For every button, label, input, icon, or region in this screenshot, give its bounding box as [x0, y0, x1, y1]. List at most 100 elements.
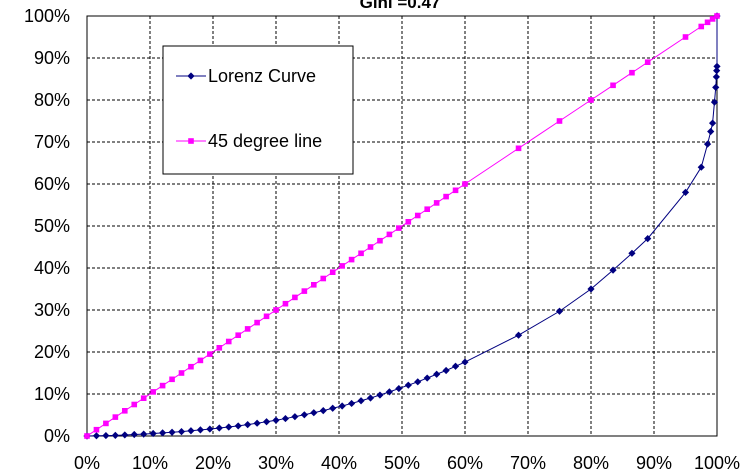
- data-point-lorenz-curve: [555, 307, 564, 315]
- y-tick-label: 50%: [34, 216, 70, 236]
- x-tick-label: 40%: [321, 453, 357, 473]
- data-point-45-degree-line: [515, 145, 522, 152]
- data-point-45-degree-line: [244, 326, 251, 332]
- data-point-lorenz-curve: [710, 98, 719, 106]
- legend-label: Lorenz Curve: [208, 66, 316, 86]
- data-point-45-degree-line: [424, 206, 430, 212]
- data-point-45-degree-line: [714, 13, 720, 19]
- data-point-45-degree-line: [292, 294, 298, 301]
- data-point-lorenz-curve: [149, 429, 157, 438]
- data-point-45-degree-line: [556, 118, 563, 124]
- data-point-45-degree-line: [197, 357, 204, 364]
- legend-box: [162, 45, 354, 175]
- data-point-lorenz-curve: [376, 391, 384, 399]
- data-point-45-degree-line: [207, 351, 213, 357]
- y-tick-label: 30%: [34, 300, 70, 320]
- data-point-lorenz-curve: [121, 431, 129, 439]
- data-point-45-degree-line: [698, 23, 705, 30]
- series-line-lorenz-curve: [86, 16, 718, 437]
- data-point-lorenz-curve: [159, 429, 167, 437]
- data-point-45-degree-line: [112, 414, 119, 420]
- data-point-lorenz-curve: [707, 127, 715, 136]
- data-point-lorenz-curve: [291, 413, 299, 421]
- data-point-lorenz-curve: [234, 422, 242, 430]
- x-tick-label: 10%: [132, 453, 168, 473]
- data-point-45-degree-line: [367, 244, 374, 250]
- data-point-45-degree-line: [682, 34, 689, 40]
- y-tick-label: 80%: [34, 90, 70, 110]
- data-point-lorenz-curve: [130, 430, 138, 439]
- y-axis-ticks: 0% 10% 20% 30% 40% 50% 60% 70% 80% 90% 100%: [24, 6, 70, 446]
- legend-item-lorenz-curve: Lorenz Curve: [176, 66, 316, 86]
- data-point-lorenz-curve: [338, 402, 346, 410]
- data-point-45-degree-line: [329, 269, 336, 275]
- x-tick-label: 80%: [573, 453, 609, 473]
- legend-swatch-marker: [188, 138, 194, 144]
- data-point-lorenz-curve: [177, 427, 186, 436]
- data-point-45-degree-line: [140, 395, 147, 401]
- data-point-lorenz-curve: [644, 235, 652, 243]
- x-tick-label: 70%: [510, 453, 546, 473]
- data-point-45-degree-line: [103, 420, 109, 427]
- data-point-45-degree-line: [339, 263, 345, 269]
- data-point-lorenz-curve: [140, 430, 148, 438]
- y-tick-label: 0%: [44, 426, 70, 446]
- data-point-lorenz-curve: [262, 418, 271, 426]
- data-point-lorenz-curve: [187, 427, 195, 435]
- data-point-lorenz-curve: [703, 140, 712, 148]
- data-point-lorenz-curve: [366, 394, 375, 402]
- data-point-lorenz-curve: [357, 397, 365, 405]
- data-point-lorenz-curve: [329, 404, 337, 412]
- data-point-45-degree-line: [188, 363, 194, 370]
- data-point-45-degree-line: [348, 256, 355, 263]
- data-point-lorenz-curve: [395, 384, 403, 393]
- data-point-lorenz-curve: [423, 374, 431, 382]
- data-point-lorenz-curve: [196, 426, 204, 434]
- series-lorenz-curve: [83, 12, 721, 440]
- data-point-lorenz-curve: [111, 431, 119, 439]
- data-point-45-degree-line: [131, 401, 138, 408]
- y-tick-label: 20%: [34, 342, 70, 362]
- x-tick-label: 0%: [74, 453, 100, 473]
- data-point-lorenz-curve: [244, 421, 252, 429]
- data-point-45-degree-line: [433, 200, 440, 206]
- x-tick-label: 20%: [195, 453, 231, 473]
- data-point-lorenz-curve: [713, 62, 721, 70]
- data-point-45-degree-line: [709, 16, 716, 22]
- data-point-lorenz-curve: [712, 83, 720, 91]
- data-point-45-degree-line: [462, 181, 468, 187]
- data-point-lorenz-curve: [272, 416, 280, 424]
- data-point-45-degree-line: [377, 237, 383, 244]
- data-point-lorenz-curve: [712, 73, 720, 81]
- data-point-45-degree-line: [254, 319, 260, 326]
- data-point-45-degree-line: [273, 307, 279, 313]
- data-point-lorenz-curve: [461, 358, 469, 366]
- data-point-lorenz-curve: [225, 423, 233, 431]
- data-point-lorenz-curve: [442, 366, 450, 375]
- legend-swatch-marker: [187, 72, 195, 80]
- data-point-lorenz-curve: [281, 414, 290, 423]
- legend-label: 45 degree line: [208, 131, 322, 151]
- data-point-45-degree-line: [588, 97, 594, 103]
- data-point-45-degree-line: [263, 313, 270, 320]
- data-point-45-degree-line: [644, 59, 651, 65]
- data-point-45-degree-line: [169, 376, 175, 383]
- data-point-lorenz-curve: [253, 419, 261, 427]
- data-point-lorenz-curve: [404, 381, 412, 389]
- data-point-45-degree-line: [320, 275, 327, 282]
- grid: [87, 16, 717, 436]
- y-tick-label: 10%: [34, 384, 70, 404]
- data-point-lorenz-curve: [300, 411, 308, 419]
- x-tick-label: 60%: [447, 453, 483, 473]
- data-point-lorenz-curve: [609, 266, 617, 274]
- data-point-lorenz-curve: [681, 188, 690, 196]
- data-point-45-degree-line: [405, 219, 412, 225]
- data-point-lorenz-curve: [92, 432, 101, 440]
- x-tick-label: 90%: [636, 453, 672, 473]
- data-point-45-degree-line: [216, 345, 223, 351]
- x-axis-ticks: 0% 10% 20% 30% 40% 50% 60% 70% 80% 90% 100%: [74, 453, 740, 473]
- data-point-45-degree-line: [443, 193, 449, 200]
- x-tick-label: 100%: [694, 453, 740, 473]
- data-point-lorenz-curve: [348, 399, 356, 408]
